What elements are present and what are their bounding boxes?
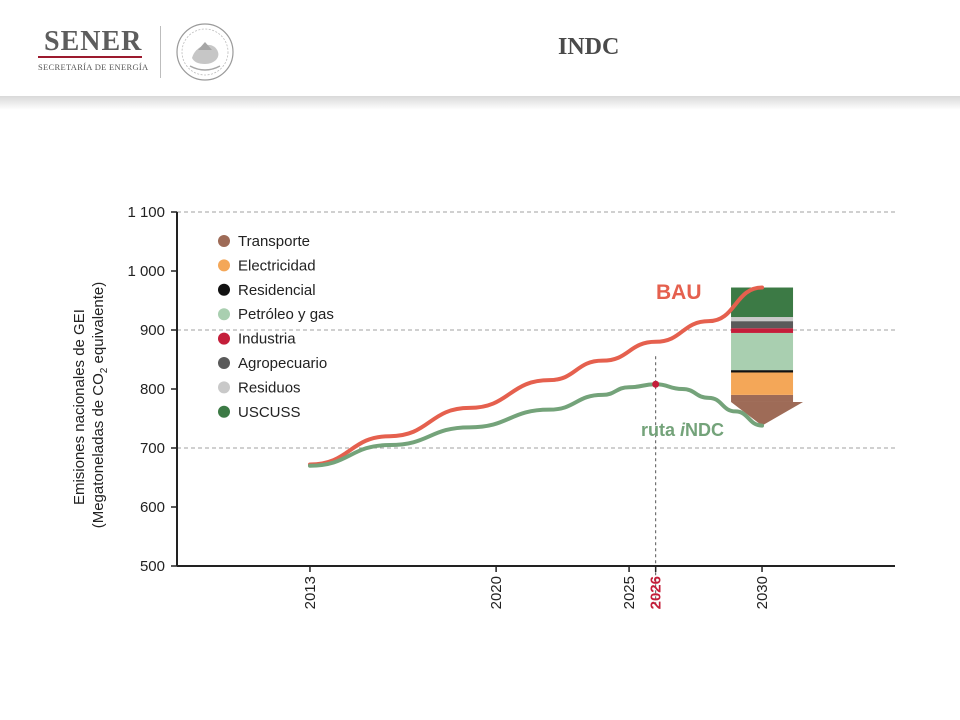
- legend-swatch-7: [218, 405, 230, 418]
- x-tick-label-2013: 2013: [302, 576, 319, 609]
- stack-segment-agropecuario: [731, 321, 794, 329]
- x-tick-label-2025: 2025: [621, 576, 638, 609]
- indc-label-plain: ruta: [641, 420, 680, 440]
- y-axis-label-line1: Emisiones nacionales de GEI: [71, 309, 88, 505]
- header-bar: SENER SECRETARÍA DE ENERGÍA INDC: [0, 0, 960, 100]
- series-line-bau: [307, 285, 765, 467]
- logo-rule: [38, 56, 142, 58]
- indc-label-italic: i: [680, 420, 686, 440]
- logo-divider: [160, 26, 161, 78]
- y-axis-label-sub: 2: [99, 367, 110, 373]
- x-tick-label-2026: 2026: [648, 576, 665, 609]
- legend-label-3: Petróleo y gas: [238, 306, 334, 323]
- emissions-chart: 500 600 700 800 900 1 000 1 100 2013 2020 2025 202…: [71, 204, 895, 609]
- stack-segment-electricidad: [731, 372, 794, 395]
- legend-label-6: Residuos: [238, 379, 301, 396]
- indc-label-tail: NDC: [685, 420, 724, 440]
- stack-segment-petr-leo-y-gas: [731, 332, 794, 371]
- series-label-bau: BAU: [656, 281, 702, 304]
- y-tick-label-1100: 1 100: [127, 204, 165, 221]
- legend-swatch-4: [218, 332, 230, 345]
- y-tick-label-600: 600: [140, 499, 165, 516]
- legend-label-0: Transporte: [238, 233, 310, 250]
- stack-segment-arrow: [731, 401, 804, 426]
- y-axis-label-line2: (Megatoneladas de CO: [90, 373, 107, 528]
- legend-label-5: Agropecuario: [238, 355, 327, 372]
- stack-segment-industria: [731, 328, 794, 333]
- stack-segment-residencial: [731, 370, 794, 373]
- legend-label-1: Electricidad: [238, 257, 316, 274]
- y-tick-label-1000: 1 000: [127, 263, 165, 280]
- chart-panel: 500 600 700 800 900 1 000 1 100 2013 2020 2025 202…: [50, 170, 910, 640]
- stack-segment-transporte: [731, 394, 794, 402]
- y-axis-label-line2-tail: equivalente): [90, 282, 107, 368]
- series-label-indc: ruta iNDC: [641, 420, 724, 440]
- legend-swatch-6: [218, 381, 230, 394]
- y-axis-label: Emisiones nacionales de GEI (Megatonelad…: [71, 282, 110, 529]
- stack-segment-residuos: [731, 317, 794, 322]
- legend-swatch-0: [218, 235, 230, 247]
- x-tick-label-2020: 2020: [488, 576, 505, 609]
- marker-2026-point: [652, 380, 660, 388]
- legend-label-7: USCUSS: [238, 404, 301, 421]
- y-tick-label-800: 800: [140, 381, 165, 398]
- sener-logo: SENER SECRETARÍA DE ENERGÍA: [30, 22, 190, 82]
- logo-subtitle: SECRETARÍA DE ENERGÍA: [38, 62, 149, 72]
- y-tick-label-500: 500: [140, 558, 165, 575]
- x-tick-label-2030: 2030: [754, 576, 771, 609]
- legend-label-4: Industria: [238, 331, 296, 348]
- stack-segment-uscuss: [731, 287, 794, 318]
- header-shadow: [0, 96, 960, 110]
- legend-swatch-1: [218, 259, 230, 272]
- logo-wordmark: SENER: [44, 26, 143, 57]
- legend-swatch-5: [218, 357, 230, 369]
- legend-label-2: Residencial: [238, 282, 316, 299]
- legend-swatch-2: [218, 283, 230, 296]
- y-tick-label-900: 900: [140, 322, 165, 339]
- series-line-indc: [307, 382, 765, 468]
- national-seal-icon: [176, 23, 234, 81]
- page-title: INDC: [558, 34, 620, 60]
- legend-swatch-3: [218, 308, 230, 321]
- y-tick-label-700: 700: [140, 440, 165, 457]
